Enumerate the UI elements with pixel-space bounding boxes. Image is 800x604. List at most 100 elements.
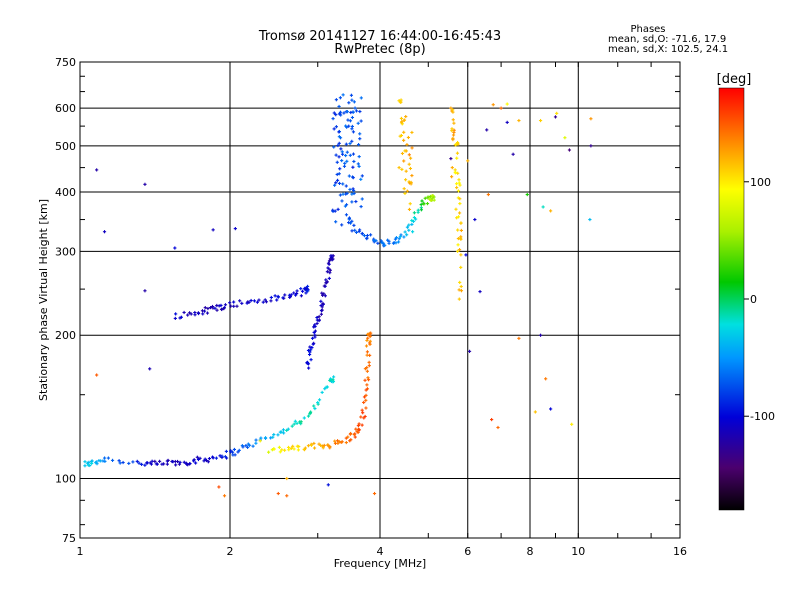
- data-point: [186, 463, 190, 467]
- data-point: [344, 124, 348, 128]
- data-point: [309, 348, 313, 352]
- colorbar-tick-label: 100: [750, 176, 771, 189]
- data-point: [455, 186, 459, 190]
- data-point: [232, 447, 237, 452]
- data-point: [135, 459, 139, 463]
- data-point: [428, 194, 432, 199]
- colorbar: [718, 87, 745, 511]
- data-point: [365, 383, 369, 387]
- data-point: [450, 127, 454, 131]
- data-point: [259, 436, 263, 440]
- data-point: [306, 348, 311, 353]
- data-point: [127, 461, 131, 466]
- data-point: [198, 456, 202, 460]
- data-point: [303, 446, 307, 450]
- x-tick-label: 2: [227, 545, 234, 558]
- data-point: [589, 117, 593, 121]
- data-point: [222, 494, 227, 498]
- data-point: [403, 230, 407, 234]
- data-point: [310, 336, 315, 340]
- data-point: [459, 221, 463, 225]
- data-point: [312, 446, 317, 450]
- data-point: [194, 461, 198, 465]
- data-point: [337, 439, 341, 444]
- data-point: [238, 299, 242, 303]
- data-point: [459, 284, 463, 289]
- data-point: [358, 132, 362, 136]
- data-point: [310, 345, 314, 350]
- data-point: [304, 291, 308, 295]
- y-axis-label: Stationary phase Virtual Height [km]: [37, 199, 50, 401]
- data-point: [341, 93, 345, 97]
- data-point: [364, 406, 368, 410]
- data-point: [404, 149, 408, 153]
- data-point: [203, 306, 207, 310]
- data-point: [206, 460, 210, 464]
- data-point: [406, 135, 411, 140]
- data-point: [336, 207, 340, 211]
- data-point: [365, 353, 369, 357]
- data-point: [283, 293, 287, 297]
- data-point: [326, 266, 330, 270]
- data-point: [456, 171, 460, 175]
- data-point: [455, 151, 460, 155]
- data-point: [317, 315, 321, 319]
- data-point: [327, 259, 332, 263]
- data-point: [398, 235, 402, 239]
- data-point: [354, 199, 358, 204]
- data-point: [313, 333, 317, 337]
- data-point: [233, 453, 237, 457]
- data-point: [324, 278, 328, 282]
- data-point: [374, 239, 378, 243]
- data-point: [334, 98, 338, 102]
- data-point: [344, 440, 348, 445]
- data-point: [368, 339, 372, 343]
- data-point: [247, 443, 252, 447]
- y-tick-label: 300: [55, 245, 76, 258]
- data-point: [348, 187, 352, 192]
- data-point: [331, 257, 335, 261]
- data-point: [326, 261, 331, 265]
- data-point: [352, 191, 356, 196]
- x-tick-label: 4: [377, 545, 384, 558]
- chart-title: Tromsø 20141127 16:44:00-16:45:43: [258, 29, 501, 44]
- data-point: [359, 119, 363, 123]
- data-point: [533, 410, 537, 414]
- data-point: [394, 241, 398, 245]
- data-point: [459, 289, 464, 293]
- data-point: [357, 155, 361, 159]
- data-point: [351, 165, 355, 169]
- data-point: [219, 307, 224, 311]
- data-point: [228, 301, 232, 305]
- data-point: [207, 456, 212, 461]
- data-point: [555, 111, 559, 115]
- x-tick-label: 1: [77, 545, 84, 558]
- data-point: [320, 291, 324, 295]
- data-point: [137, 461, 141, 465]
- data-point: [240, 301, 244, 305]
- data-point: [517, 118, 521, 123]
- data-point: [326, 443, 330, 448]
- data-point: [404, 114, 408, 119]
- data-point: [365, 350, 370, 354]
- data-point: [258, 439, 262, 443]
- data-point: [317, 318, 321, 322]
- data-point: [271, 435, 275, 439]
- data-point: [372, 491, 377, 496]
- data-point: [399, 233, 403, 237]
- data-point: [337, 130, 341, 134]
- data-point: [338, 96, 343, 100]
- data-point: [416, 210, 420, 214]
- data-point: [174, 463, 178, 467]
- data-point: [223, 455, 227, 459]
- data-point: [278, 450, 282, 454]
- data-point: [257, 298, 261, 302]
- data-point: [400, 151, 405, 156]
- data-point: [352, 159, 356, 164]
- data-point: [235, 304, 239, 308]
- data-point: [200, 309, 205, 313]
- data-point: [357, 428, 362, 432]
- data-point: [269, 295, 273, 300]
- data-point: [457, 288, 461, 292]
- data-point: [313, 406, 317, 411]
